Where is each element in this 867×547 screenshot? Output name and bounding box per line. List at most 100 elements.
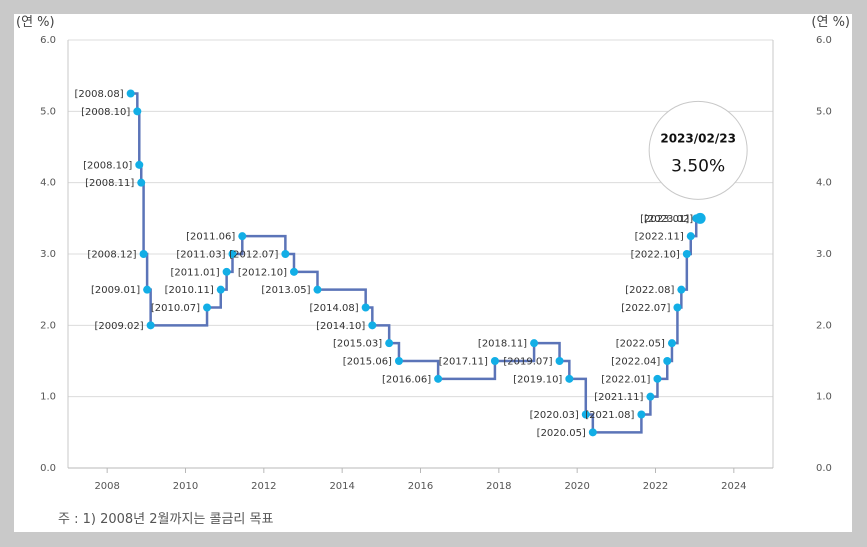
data-point [203, 303, 212, 312]
data-point [588, 428, 597, 437]
x-tick-label: 2022 [643, 481, 668, 492]
y-tick-label: 1.0 [40, 392, 56, 403]
y-tick-label: 0.0 [40, 463, 56, 474]
data-point [394, 357, 403, 365]
data-label: [2016.06] [382, 374, 431, 385]
data-point [385, 339, 394, 348]
data-point [663, 357, 672, 365]
y-tick-label-right: 1.0 [816, 392, 832, 403]
data-label: [2020.03] [530, 410, 579, 421]
data-label: [2012.10] [238, 267, 287, 278]
data-label: [2014.10] [316, 321, 365, 332]
data-point [133, 107, 142, 116]
data-point [434, 374, 443, 383]
y-tick-label: 5.0 [40, 106, 56, 117]
x-tick-label: 2020 [564, 481, 589, 492]
data-label: [2021.08] [585, 410, 634, 421]
data-label: [2019.10] [513, 374, 562, 385]
data-point [565, 374, 574, 383]
data-point [238, 232, 247, 241]
data-label: [2022.04] [611, 357, 660, 368]
x-tick-label: 2012 [251, 481, 276, 492]
data-point [135, 160, 144, 169]
callout-date: 2023/02/23 [660, 131, 736, 145]
y-tick-label: 6.0 [40, 35, 56, 46]
y-unit-left: (연 %) [16, 15, 55, 30]
data-label: [2009.02] [94, 321, 143, 332]
data-label: [2023.02] [644, 214, 693, 225]
data-point [646, 392, 655, 401]
data-label: [2014.08] [310, 303, 359, 314]
chart-panel: 0.0 0.0 1.0 1.0 2.0 2.0 3.0 3.0 4.0 4.0 5.0 5.0 6.0 6… [14, 14, 852, 532]
y-tick-label-right: 3.0 [816, 249, 832, 260]
data-point [368, 321, 377, 330]
callout-value: 3.50% [671, 156, 725, 176]
data-label: [2022.05] [616, 339, 665, 350]
data-label: [2010.07] [151, 303, 200, 314]
data-label: [2013.05] [261, 285, 310, 296]
data-point [637, 410, 646, 419]
data-point [686, 232, 695, 241]
data-label: [2022.01] [601, 374, 650, 385]
data-label: [2023.01] [640, 214, 689, 225]
data-point [653, 374, 662, 383]
data-label: [2018.11] [478, 339, 527, 350]
data-point [228, 250, 237, 258]
data-label: [2017.11] [439, 357, 488, 368]
y-tick-label-right: 2.0 [816, 320, 832, 331]
data-point [677, 285, 686, 294]
data-point [137, 178, 146, 187]
series-line [130, 92, 701, 434]
data-label: [2008.10] [81, 107, 130, 118]
data-point [126, 89, 135, 98]
data-point [490, 357, 499, 365]
footnote: 주 : 1) 2008년 2월까지는 콜금리 목표 [58, 512, 274, 527]
axes: 0.0 0.0 1.0 1.0 2.0 2.0 3.0 3.0 4.0 4.0 5.0 5.0 6.0 6… [40, 35, 832, 492]
y-tick-label-right: 6.0 [816, 35, 832, 46]
x-tick-label: 2016 [408, 481, 433, 492]
data-label: [2019.07] [503, 357, 552, 368]
data-label: [2011.01] [170, 267, 219, 278]
y-tick-label: 3.0 [40, 249, 56, 260]
data-label: [2022.10] [631, 250, 680, 261]
data-label: [2020.05] [537, 428, 586, 439]
y-unit-right: (연 %) [811, 15, 850, 30]
data-label: [2022.07] [621, 303, 670, 314]
data-label: [2015.06] [343, 357, 392, 368]
data-point [139, 250, 148, 258]
data-point [682, 250, 691, 258]
callout-circle [648, 100, 748, 200]
data-labels: [2008.08] [2008.10] [2008.10] [2008.11] [200… [75, 89, 694, 439]
data-label: [2022.11] [635, 232, 684, 243]
data-point [530, 339, 539, 348]
y-tick-label-right: 4.0 [816, 178, 832, 189]
y-tick-label-right: 0.0 [816, 463, 832, 474]
data-label: [2008.12] [87, 250, 136, 261]
data-point [146, 321, 155, 330]
data-point [555, 357, 564, 365]
markers [126, 89, 706, 437]
y-tick-label-right: 5.0 [816, 106, 832, 117]
data-label: [2008.11] [85, 178, 134, 189]
x-tick-label: 2008 [94, 481, 119, 492]
data-label: [2012.07] [229, 250, 278, 261]
y-tick-label: 4.0 [40, 178, 56, 189]
data-point [313, 285, 322, 294]
data-label: [2009.01] [91, 285, 140, 296]
callout: 2023/02/23 3.50% [648, 100, 748, 200]
data-point [281, 250, 290, 258]
data-point [581, 410, 590, 419]
x-tick-label: 2014 [329, 481, 354, 492]
data-label: [2011.03] [176, 250, 225, 261]
data-label: [2008.08] [75, 89, 124, 100]
data-label: [2010.11] [165, 285, 214, 296]
data-label: [2022.08] [625, 285, 674, 296]
data-point [143, 285, 152, 294]
rate-chart: 0.0 0.0 1.0 1.0 2.0 2.0 3.0 3.0 4.0 4.0 5.0 5.0 6.0 6… [16, 15, 850, 492]
data-label: [2015.03] [333, 339, 382, 350]
data-point [216, 285, 225, 294]
x-tick-label: 2018 [486, 481, 511, 492]
data-label: [2011.06] [186, 232, 235, 243]
data-label: [2021.11] [594, 392, 643, 403]
x-tick-label: 2024 [721, 481, 746, 492]
